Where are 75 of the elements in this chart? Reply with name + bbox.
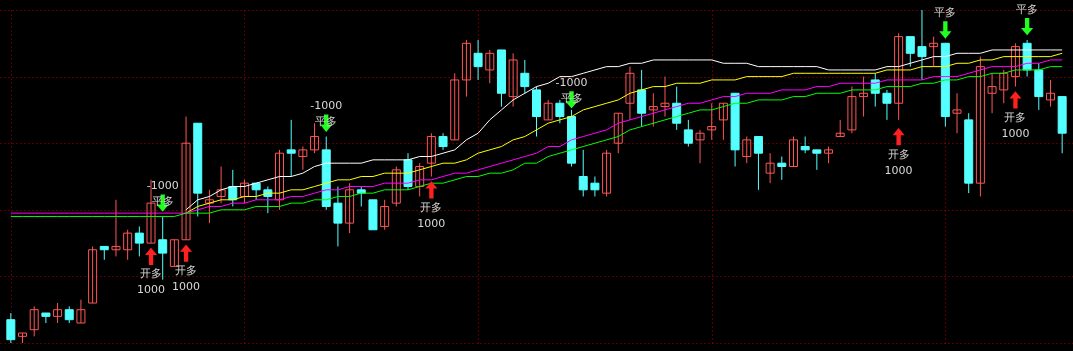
candlestick — [602, 149, 612, 197]
candlestick — [520, 59, 530, 94]
candlestick — [543, 99, 553, 121]
annotation: 开多 1000 — [884, 147, 913, 177]
candlestick — [415, 162, 425, 197]
point — [180, 244, 193, 262]
candlestick — [6, 312, 16, 344]
annotation: 平多 — [1016, 2, 1039, 16]
candlestick — [181, 116, 191, 241]
point — [144, 247, 158, 266]
candlestick — [508, 52, 518, 108]
candlestick — [660, 76, 670, 118]
candlestick — [975, 56, 985, 197]
candlestick — [333, 185, 343, 247]
annotation: 开多 1000 — [417, 200, 446, 230]
candlestick — [894, 32, 904, 121]
candlestick — [707, 102, 717, 141]
candlestick — [765, 152, 775, 184]
candlestick — [134, 225, 144, 257]
candlestick — [859, 76, 869, 118]
candlestick — [53, 302, 63, 324]
candlestick — [882, 89, 892, 121]
candlestick — [695, 129, 705, 164]
candlestick — [613, 112, 623, 154]
candlestick — [637, 69, 647, 128]
candlestick — [929, 36, 939, 68]
candlestick — [1010, 42, 1020, 88]
candlestick — [426, 132, 436, 177]
annotation: 开多 1000 — [1001, 110, 1030, 140]
candlestick — [275, 149, 285, 211]
candlestick — [625, 66, 635, 121]
candlestick — [485, 49, 495, 84]
candlestick — [251, 182, 261, 201]
candlestick — [204, 189, 214, 224]
candlestick — [473, 39, 483, 81]
candlestick — [88, 245, 98, 304]
candlestick — [216, 166, 226, 204]
candlestick — [847, 86, 857, 134]
candlestick — [788, 136, 798, 168]
annotation: 平多 — [934, 5, 957, 19]
candlestick — [450, 72, 460, 141]
candlestick — [917, 9, 927, 81]
candlestick — [718, 102, 728, 141]
candlestick — [648, 92, 658, 128]
candlestick — [683, 119, 693, 148]
candlestick — [169, 239, 179, 267]
candlestick — [76, 299, 86, 324]
annotation: 开多 1000 — [172, 264, 201, 294]
candlestick — [356, 185, 366, 207]
point — [939, 21, 952, 39]
candlestick — [1045, 79, 1055, 108]
annotation: 开多 1000 — [137, 267, 166, 297]
point — [1009, 91, 1022, 109]
candlestick — [29, 305, 39, 337]
candlestick — [999, 69, 1009, 104]
candlestick — [812, 149, 822, 171]
candlestick — [111, 199, 121, 257]
candlestick — [578, 149, 588, 197]
candlestick — [345, 182, 355, 234]
candlestick — [905, 36, 915, 68]
candlestick — [461, 39, 471, 98]
candlestick — [298, 146, 308, 171]
candlestick — [286, 119, 296, 177]
candlestick — [41, 312, 51, 324]
candlestick — [952, 92, 962, 134]
candlestick — [753, 136, 763, 191]
point — [425, 181, 438, 199]
candlestick — [391, 166, 401, 207]
candlestick — [590, 176, 600, 197]
candlestick — [742, 136, 752, 164]
candlestick — [380, 199, 390, 231]
candlestick — [123, 229, 133, 261]
candlestick — [239, 179, 249, 204]
candlestick — [777, 156, 787, 181]
candlestick — [987, 72, 997, 114]
